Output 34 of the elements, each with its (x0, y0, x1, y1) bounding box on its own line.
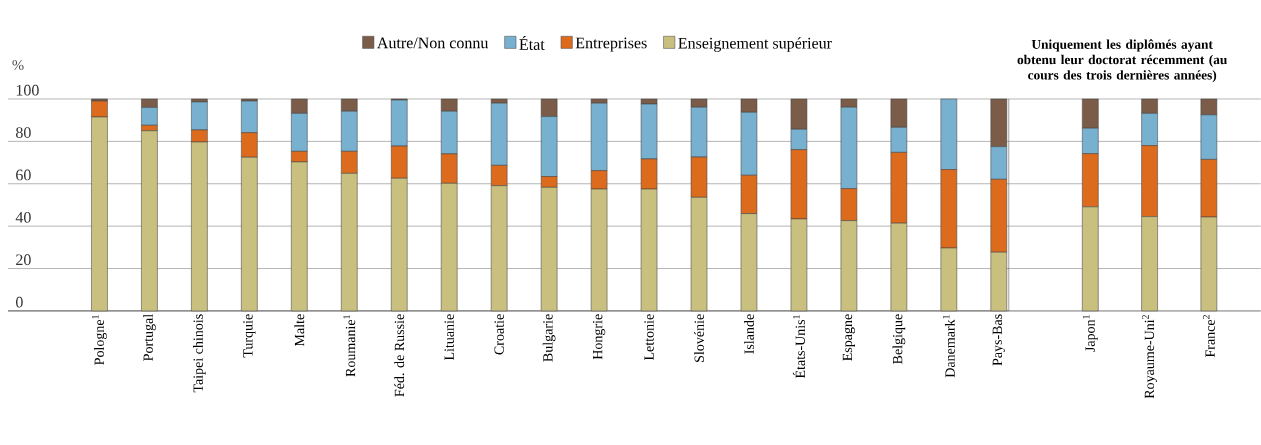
y-tick-label: 80 (16, 127, 31, 139)
x-tick-label: Féd. de Russie (394, 314, 405, 397)
x-tick-label: France$^{2}$ (1202, 315, 1215, 358)
x-tick-label: Danemark$^{1}$ (942, 315, 955, 378)
x-tick-label: Taipei chinois (193, 314, 206, 393)
x-tick-label: Belgique (892, 314, 906, 365)
y-tick-label: 0 (16, 296, 23, 308)
x-tick-label: Royaume-Uni$^{2}$ (1142, 315, 1157, 399)
x-tick-label: Espagne (842, 314, 855, 361)
x-tick-label: Lituanie (444, 314, 454, 361)
y-axis-title: % (12, 60, 24, 71)
y-tick-label: 20 (16, 254, 31, 266)
x-tick-label: Islande (744, 314, 754, 354)
x-tick-label: Malte (294, 314, 305, 347)
legend-label: Enseignement supérieur (678, 37, 832, 52)
x-tick-label: Pologne$^{1}$ (92, 315, 107, 365)
y-tick-label: 40 (15, 212, 31, 223)
x-tick-label: Slovénie (694, 314, 704, 362)
x-tick-label: Bulgarie (542, 314, 556, 362)
x-tick-label: Croatie (494, 314, 504, 355)
x-tick-label: Portugal (143, 314, 156, 361)
x-tick-label: Roumanie$^{1}$ (343, 315, 356, 377)
x-tick-label: Turquie (243, 314, 256, 358)
chart-title: Uniquement les diplômés ayant obtenu leur doctorat récemment (au cours des trois dernières années) (1017, 39, 1227, 83)
legend-label: Autre/Non connu (377, 37, 489, 49)
legend-label: Entreprises (575, 37, 647, 52)
y-tick-label: 100 (16, 84, 39, 96)
x-tick-label: Hongrie (592, 314, 606, 360)
x-tick-label: Lettonie (644, 314, 654, 361)
x-tick-label: Japon$^{1}$ (1082, 315, 1098, 352)
legend-label: État (519, 36, 545, 50)
x-tick-label: États-Unis$^{1}$ (792, 315, 806, 379)
x-tick-label: Pays-Bas (992, 314, 1005, 366)
y-tick-label: 60 (16, 169, 31, 181)
